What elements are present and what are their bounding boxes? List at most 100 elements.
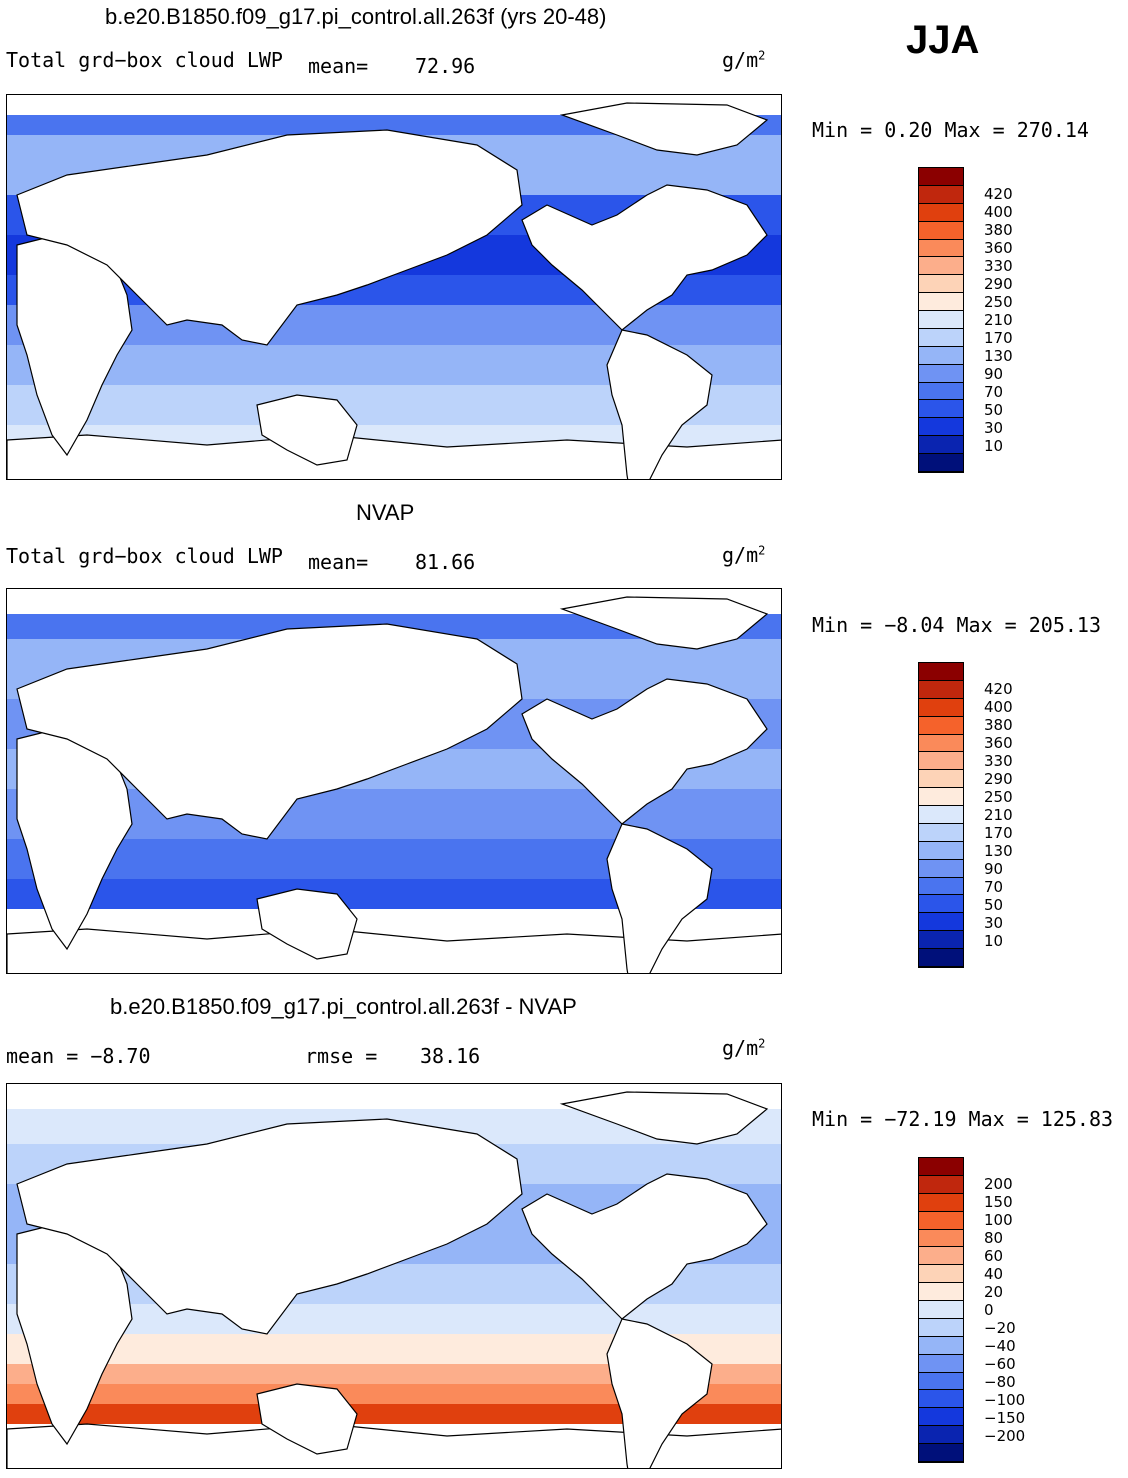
season-label: JJA — [906, 18, 980, 62]
colorbar-swatch — [919, 257, 963, 276]
colorbar-tick-label: 290 — [984, 770, 1013, 788]
colorbar-swatch — [919, 716, 963, 735]
stat-value: 72.96 — [415, 54, 476, 78]
colorbar-swatch — [919, 913, 963, 932]
colorbar-tick-label: −80 — [984, 1373, 1016, 1391]
colorbar-swatch — [919, 203, 963, 222]
colorbar-swatch — [919, 806, 963, 824]
stat-label: rmse = — [305, 1044, 378, 1068]
colorbar-tick-label: 360 — [984, 734, 1013, 752]
colorbar-tick-label: 330 — [984, 257, 1013, 275]
colorbar-swatch — [919, 734, 963, 753]
colorbar-swatch — [919, 1229, 963, 1248]
colorbar-swatch — [919, 400, 963, 419]
colorbar-swatch — [919, 1247, 963, 1266]
colorbar-tick-label: 400 — [984, 698, 1013, 716]
colorbar-swatch — [919, 788, 963, 806]
colorbar-tick-label: 10 — [984, 437, 1004, 455]
colorbar-tick-label: 40 — [984, 1265, 1004, 1283]
colorbar-swatch — [919, 841, 963, 860]
units-label: g/m2 — [722, 543, 766, 567]
landmass — [559, 102, 769, 156]
colorbar-swatch — [919, 328, 963, 347]
colorbar-swatch — [919, 752, 963, 771]
colorbar-tick-label: −200 — [984, 1427, 1026, 1445]
colorbar-tick-label: 250 — [984, 293, 1013, 311]
colorbar-swatch — [919, 877, 963, 896]
colorbar-tick-label: 380 — [984, 716, 1013, 734]
landmass — [559, 596, 769, 650]
colorbar-swatch — [919, 1372, 963, 1391]
colorbar-tick-label: 30 — [984, 419, 1004, 437]
colorbar-swatch — [919, 1336, 963, 1355]
colorbar-tick-label: 20 — [984, 1283, 1004, 1301]
panel-title: NVAP — [356, 500, 415, 525]
landmass — [606, 823, 713, 973]
map-diff — [6, 1083, 782, 1469]
stat-value: 38.16 — [420, 1044, 481, 1068]
antarctica — [7, 928, 781, 973]
colorbar-swatch — [919, 1426, 963, 1444]
colorbar-tick-label: 90 — [984, 365, 1004, 383]
colorbar-swatch — [919, 221, 963, 240]
field-band — [7, 1364, 781, 1384]
colorbar-swatch — [919, 239, 963, 258]
colorbar-tick-label: 130 — [984, 842, 1013, 860]
colorbar-swatch — [919, 931, 963, 949]
field-label: Total grd−box cloud LWP — [6, 48, 283, 72]
colorbar-swatch — [919, 823, 963, 842]
colorbar-tick-label: 0 — [984, 1301, 994, 1319]
stat-value: 81.66 — [415, 550, 476, 574]
field-label: mean = −8.70 — [6, 1044, 151, 1068]
colorbar — [918, 1157, 964, 1463]
min-max-label: Min = 0.20 Max = 270.14 — [812, 118, 1089, 142]
colorbar-swatch — [919, 1175, 963, 1194]
stat-label: mean= — [308, 54, 369, 78]
colorbar-tick-label: 130 — [984, 347, 1013, 365]
colorbar-tick-label: 100 — [984, 1211, 1013, 1229]
colorbar-swatch — [919, 364, 963, 383]
colorbar-swatch — [919, 663, 963, 681]
colorbar-swatch — [919, 1193, 963, 1212]
colorbar-swatch — [919, 1354, 963, 1373]
colorbar-swatch — [919, 1390, 963, 1409]
colorbar-tick-label: −150 — [984, 1409, 1026, 1427]
colorbar-swatch — [919, 895, 963, 914]
units-label: g/m2 — [722, 1036, 766, 1060]
colorbar-tick-label: 360 — [984, 239, 1013, 257]
colorbar-swatch — [919, 1158, 963, 1176]
colorbar-tick-label: 210 — [984, 806, 1013, 824]
colorbar-tick-label: 210 — [984, 311, 1013, 329]
colorbar-tick-label: 170 — [984, 824, 1013, 842]
colorbar-tick-label: 330 — [984, 752, 1013, 770]
colorbar-swatch — [919, 1318, 963, 1337]
colorbar-tick-label: 70 — [984, 383, 1004, 401]
landmass — [606, 329, 713, 479]
colorbar-swatch — [919, 436, 963, 454]
colorbar — [918, 662, 964, 968]
colorbar-swatch — [919, 680, 963, 699]
colorbar-swatch — [919, 311, 963, 329]
colorbar-swatch — [919, 185, 963, 204]
field-band — [7, 1384, 781, 1404]
colorbar-tick-label: 420 — [984, 185, 1013, 203]
colorbar-swatch — [919, 1211, 963, 1230]
colorbar-tick-label: 50 — [984, 896, 1004, 914]
colorbar-tick-label: 380 — [984, 221, 1013, 239]
colorbar-tick-label: −100 — [984, 1391, 1026, 1409]
colorbar-swatch — [919, 1408, 963, 1427]
colorbar-swatch — [919, 293, 963, 311]
colorbar-tick-label: 30 — [984, 914, 1004, 932]
landmass — [256, 888, 358, 960]
colorbar-tick-label: 420 — [984, 680, 1013, 698]
landmass — [256, 1383, 358, 1455]
field-band — [7, 1404, 781, 1424]
map-model — [6, 94, 782, 480]
colorbar — [918, 167, 964, 473]
colorbar-tick-label: 90 — [984, 860, 1004, 878]
min-max-label: Min = −72.19 Max = 125.83 — [812, 1107, 1114, 1131]
landmass — [16, 129, 523, 346]
stat-label: mean= — [308, 550, 369, 574]
colorbar-tick-label: 80 — [984, 1229, 1004, 1247]
min-max-label: Min = −8.04 Max = 205.13 — [812, 613, 1101, 637]
